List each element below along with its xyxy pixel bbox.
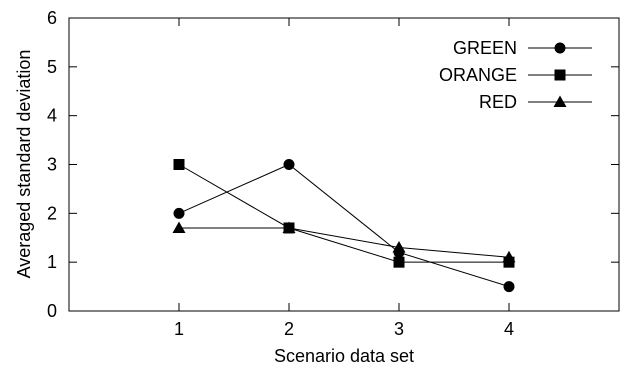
x-tick-label: 3 [394, 319, 404, 339]
y-tick-label: 2 [47, 203, 57, 223]
data-point-red [392, 241, 406, 253]
series-orange [173, 159, 515, 268]
legend-item-orange: ORANGE [439, 65, 592, 85]
data-point-red [172, 221, 186, 233]
legend-label: ORANGE [439, 65, 517, 85]
data-point-red [502, 250, 516, 263]
y-tick-label: 0 [47, 301, 57, 321]
series-layer [172, 159, 516, 293]
series-line-red [179, 227, 510, 258]
legend-marker [554, 42, 566, 54]
y-axis-title: Averaged standard deviation [14, 50, 34, 279]
series-green [173, 159, 515, 293]
series-line-orange [178, 164, 509, 263]
y-tick-label: 6 [47, 8, 57, 28]
y-tick-label: 4 [47, 106, 57, 126]
data-point-green [503, 281, 515, 293]
axes: 0 1 2 3 4 5 6 1 2 3 4 [47, 8, 619, 339]
legend-label: GREEN [453, 38, 517, 58]
series-red [172, 221, 516, 263]
x-tick-label: 1 [174, 319, 184, 339]
plot-frame [68, 17, 620, 312]
data-point-green [173, 207, 185, 219]
data-point-red [282, 221, 296, 233]
y-tick-label: 5 [47, 57, 57, 77]
legend-marker [553, 95, 567, 107]
data-point-green [283, 159, 295, 170]
y-tick-label: 1 [47, 252, 57, 272]
legend-marker [554, 69, 566, 81]
data-point-orange [393, 256, 405, 268]
legend: GREEN ORANGE RED [439, 38, 592, 112]
y-tick-label: 3 [47, 155, 57, 175]
x-tick-label: 2 [284, 319, 294, 339]
legend-item-green: GREEN [453, 38, 592, 58]
data-point-orange [173, 159, 185, 170]
legend-label: RED [479, 92, 517, 112]
series-line-green [178, 163, 510, 288]
x-axis-title: Scenario data set [274, 346, 414, 366]
legend-item-red: RED [479, 92, 592, 112]
x-tick-label: 4 [504, 319, 514, 339]
